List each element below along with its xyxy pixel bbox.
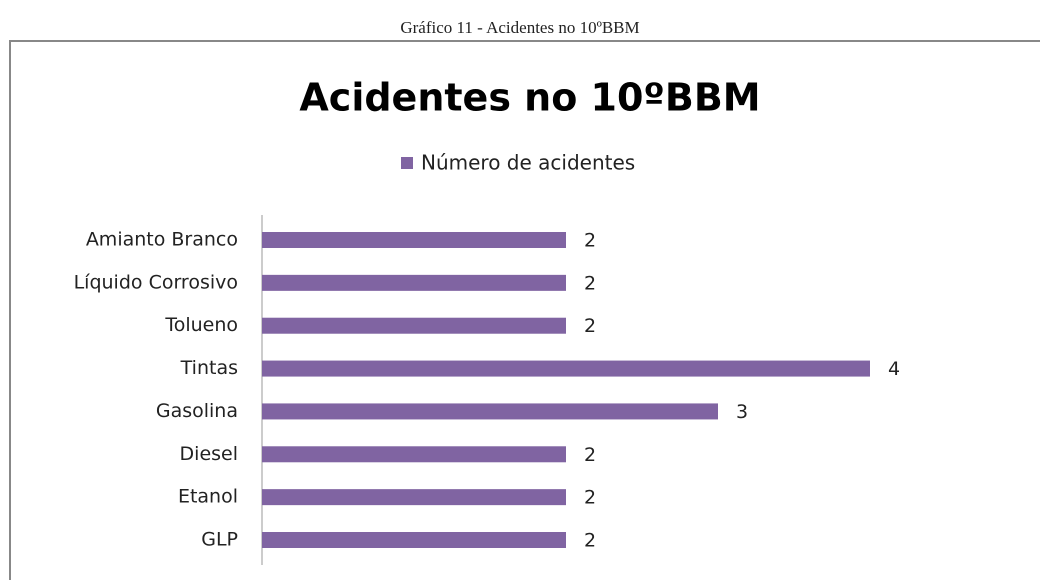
data-label: 3 — [736, 401, 748, 423]
y-tick-label: Etanol — [178, 486, 238, 508]
caption: Gráfico 11 - Acidentes no 10ºBBM — [400, 18, 639, 37]
bar — [262, 360, 870, 377]
y-tick-label: Tolueno — [164, 314, 238, 336]
data-label: 4 — [888, 358, 900, 380]
data-label: 2 — [584, 230, 596, 252]
chart-title: Acidentes no 10ºBBM — [299, 76, 760, 120]
data-label: 2 — [584, 487, 596, 509]
chart-frame — [9, 40, 1040, 580]
y-tick-label: Tintas — [180, 357, 238, 379]
bar — [262, 274, 566, 291]
y-tick-label: Diesel — [180, 443, 238, 465]
y-tick-label: Líquido Corrosivo — [74, 271, 238, 293]
bar — [262, 489, 566, 506]
legend-swatch — [401, 157, 413, 169]
bar — [262, 446, 566, 463]
bar — [262, 403, 718, 420]
y-tick-label: GLP — [201, 529, 238, 551]
y-tick-label: Gasolina — [156, 400, 238, 422]
bar — [262, 317, 566, 334]
bar — [262, 232, 566, 248]
bar — [262, 532, 566, 548]
legend-label: Número de acidentes — [421, 151, 635, 175]
y-tick-label: Amianto Branco — [86, 229, 238, 251]
data-label: 2 — [584, 272, 596, 294]
data-label: 2 — [584, 315, 596, 337]
data-label: 2 — [584, 444, 596, 466]
data-label: 2 — [584, 530, 596, 552]
